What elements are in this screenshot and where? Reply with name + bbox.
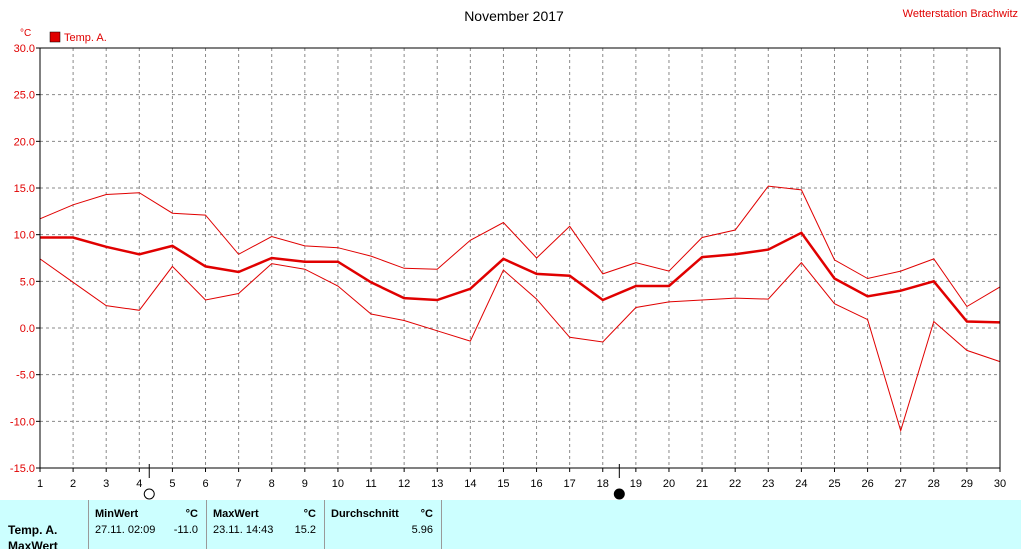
x-tick-label: 30 (994, 478, 1006, 490)
x-tick-label: 14 (464, 478, 476, 490)
stats-row-label-2: MaxWert (8, 539, 58, 549)
new-moon-icon (613, 488, 625, 500)
full-moon-icon (143, 488, 155, 500)
y-tick-label: 0.0 (20, 323, 35, 335)
y-tick-label: -10.0 (10, 416, 35, 428)
x-tick-label: 6 (202, 478, 208, 490)
x-tick-label: 3 (103, 478, 109, 490)
x-tick-label: 4 (136, 478, 142, 490)
max-unit: °C (303, 508, 316, 520)
x-tick-label: 12 (398, 478, 410, 490)
y-axis-unit: °C (20, 28, 31, 39)
station-name: Wetterstation Brachwitz (903, 8, 1018, 20)
min-time: 27.11. 02:09 (95, 524, 156, 536)
x-tick-label: 8 (269, 478, 275, 490)
x-tick-label: 25 (828, 478, 840, 490)
x-tick-label: 27 (895, 478, 907, 490)
chart-title: November 2017 (464, 8, 564, 24)
y-tick-label: 20.0 (14, 136, 35, 148)
max-time: 23.11. 14:43 (213, 524, 274, 536)
min-value-cell: MinWert °C 27.11. 02:09 -11.0 (88, 500, 206, 549)
y-tick-label: -15.0 (10, 463, 35, 475)
max-value: 15.2 (294, 524, 316, 536)
legend-label: Temp. A. (64, 32, 107, 44)
y-tick-label: 15.0 (14, 183, 35, 195)
x-tick-label: 24 (795, 478, 807, 490)
plot-area-frame (39, 47, 1001, 469)
max-value-cell: MaxWert °C 23.11. 14:43 15.2 (206, 500, 324, 549)
max-header: MaxWert (213, 508, 259, 520)
min-header: MinWert (95, 508, 139, 520)
x-tick-label: 5 (169, 478, 175, 490)
x-tick-label: 11 (365, 478, 376, 490)
series-line-min (39, 258, 1001, 433)
average-value: 5.96 (411, 524, 433, 536)
average-header: Durchschnitt (331, 508, 399, 520)
x-tick-label: 23 (762, 478, 774, 490)
min-unit: °C (185, 508, 198, 520)
x-tick-label: 10 (332, 478, 344, 490)
y-tick-label: -5.0 (16, 370, 35, 382)
series-line-mean (40, 231, 1001, 324)
legend-swatch (49, 31, 61, 43)
x-tick-label: 21 (696, 478, 708, 490)
y-tick-label: 10.0 (14, 230, 35, 242)
statistics-bar: Temp. A. MaxWert MinWert °C 27.11. 02:09… (0, 500, 1021, 549)
average-unit: °C (420, 508, 433, 520)
stats-row-label: Temp. A. (8, 523, 58, 537)
series-line-max (39, 185, 1001, 308)
temperature-chart: November 2017 Wetterstation Brachwitz °C… (10, 8, 1018, 500)
x-tick-label: 28 (928, 478, 940, 490)
x-tick-label: 9 (302, 478, 308, 490)
y-tick-label: 30.0 (14, 43, 35, 55)
x-tick-label: 22 (729, 478, 741, 490)
min-value: -11.0 (173, 524, 198, 536)
y-tick-label: 5.0 (20, 276, 35, 288)
x-tick-label: 18 (597, 478, 609, 490)
x-tick-label: 2 (70, 478, 76, 490)
x-tick-label: 29 (961, 478, 973, 490)
x-tick-label: 20 (663, 478, 675, 490)
x-tick-label: 26 (861, 478, 873, 490)
x-tick-label: 13 (431, 478, 443, 490)
x-tick-label: 15 (497, 478, 509, 490)
x-tick-label: 19 (630, 478, 642, 490)
x-tick-label: 1 (37, 478, 43, 490)
x-tick-label: 17 (564, 478, 576, 490)
x-tick-label: 7 (236, 478, 242, 490)
x-tick-label: 16 (530, 478, 542, 490)
average-value-cell: Durchschnitt °C 5.96 (324, 500, 442, 549)
y-tick-label: 25.0 (14, 90, 35, 102)
